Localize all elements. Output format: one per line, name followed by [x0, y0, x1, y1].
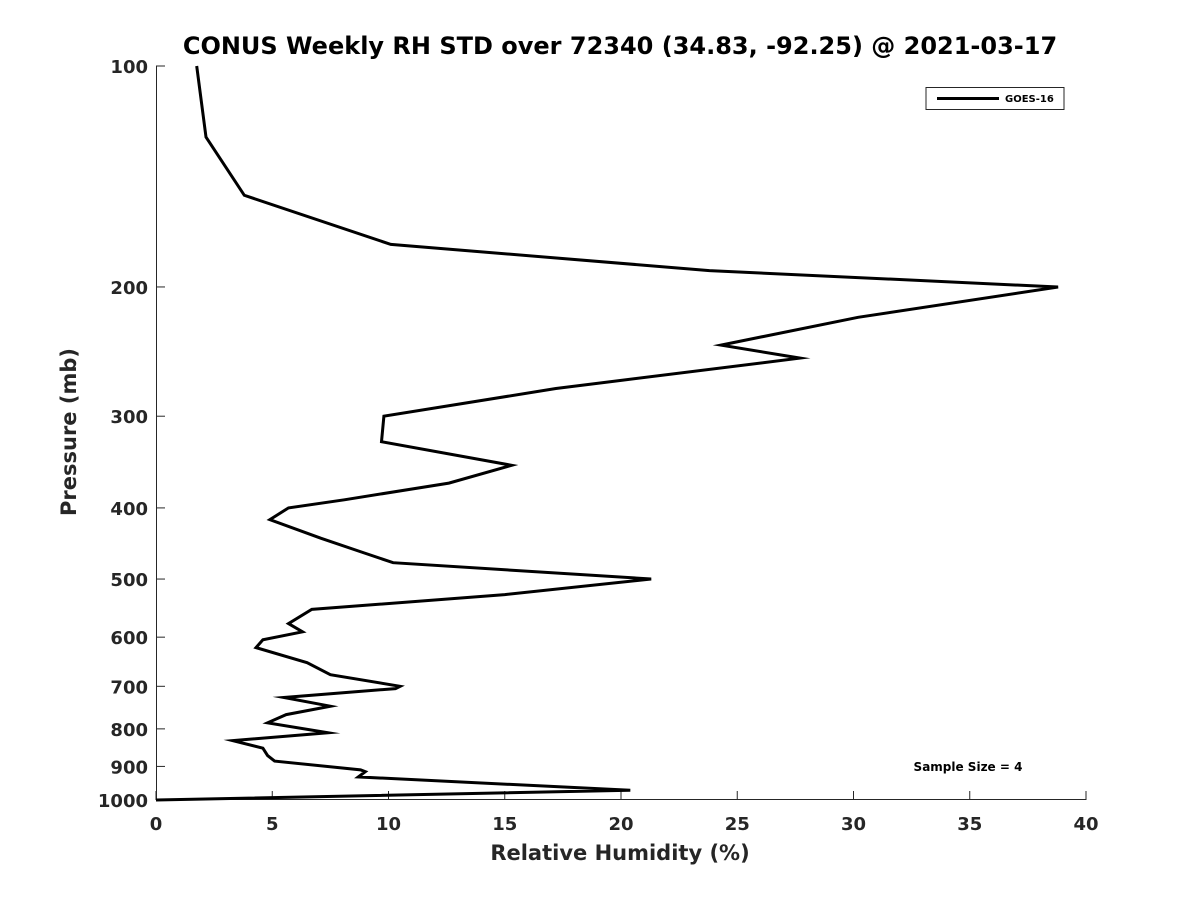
x-axis-label: Relative Humidity (%): [490, 841, 749, 865]
y-tick-label: 700: [110, 677, 148, 698]
legend-label: GOES-16: [1005, 94, 1054, 105]
x-tick-label: 15: [492, 814, 517, 835]
y-tick-label: 300: [110, 407, 148, 428]
x-tick-label: 40: [1073, 814, 1098, 835]
x-ticks: 0 5 10 15 20 25 30 35 40: [150, 791, 1099, 835]
x-tick-label: 25: [725, 814, 750, 835]
legend: GOES-16: [925, 87, 1065, 110]
y-tick-label: 200: [110, 278, 148, 299]
x-tick-label: 35: [957, 814, 982, 835]
x-tick-label: 30: [841, 814, 866, 835]
y-tick-label: 900: [110, 757, 148, 778]
y-tick-label: 400: [110, 499, 148, 520]
y-axis-label: Pressure (mb): [57, 348, 81, 516]
y-tick-label: 500: [110, 570, 148, 591]
chart-title: CONUS Weekly RH STD over 72340 (34.83, -…: [183, 32, 1057, 60]
y-tick-label: 100: [110, 57, 148, 78]
series-line-goes-16: [155, 65, 1059, 802]
x-tick-label: 20: [608, 814, 633, 835]
x-tick-label: 0: [150, 814, 163, 835]
series-layer: [155, 65, 1059, 802]
y-tick-label: 600: [110, 628, 148, 649]
y-tick-label: 1000: [98, 791, 148, 812]
axes: [156, 66, 1086, 800]
x-tick-label: 5: [266, 814, 279, 835]
y-ticks: 100 200 300 400 500 600 700 800 900 1000: [98, 57, 165, 812]
y-tick-label: 800: [110, 720, 148, 741]
sample-size-annotation: Sample Size = 4: [914, 760, 1023, 774]
x-tick-label: 10: [376, 814, 401, 835]
